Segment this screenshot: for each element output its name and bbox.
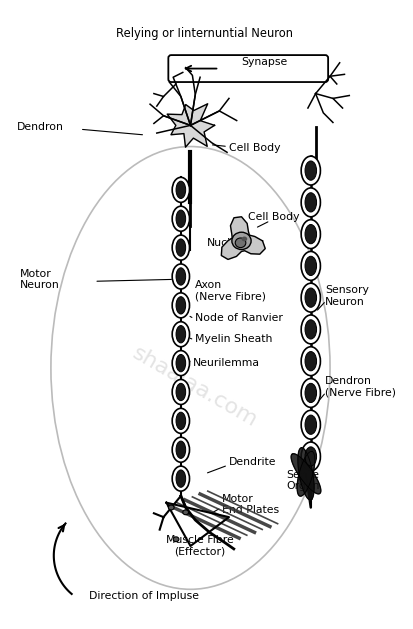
Ellipse shape xyxy=(176,412,186,430)
Text: Motor
End Plates: Motor End Plates xyxy=(222,494,279,515)
Text: Direction of Impluse: Direction of Impluse xyxy=(89,591,199,601)
Text: Muscle Fibre
(Effector): Muscle Fibre (Effector) xyxy=(166,535,234,557)
Ellipse shape xyxy=(305,161,317,181)
Ellipse shape xyxy=(301,442,320,471)
Ellipse shape xyxy=(301,347,320,376)
Ellipse shape xyxy=(172,293,190,318)
Ellipse shape xyxy=(242,237,247,242)
Ellipse shape xyxy=(176,441,186,459)
Ellipse shape xyxy=(172,321,190,347)
Ellipse shape xyxy=(176,210,186,228)
Ellipse shape xyxy=(172,235,190,260)
Ellipse shape xyxy=(305,415,317,435)
Text: Axon
(Nerve Fibre): Axon (Nerve Fibre) xyxy=(195,280,266,302)
Ellipse shape xyxy=(176,470,186,487)
Ellipse shape xyxy=(172,264,190,289)
Ellipse shape xyxy=(176,297,186,314)
Text: Dendron: Dendron xyxy=(17,122,64,132)
Ellipse shape xyxy=(173,537,179,542)
Text: Synapse: Synapse xyxy=(242,57,288,67)
Ellipse shape xyxy=(305,352,317,371)
Ellipse shape xyxy=(176,355,186,372)
Ellipse shape xyxy=(176,326,186,343)
Ellipse shape xyxy=(305,192,317,212)
Text: Cell Body: Cell Body xyxy=(248,212,300,222)
Text: Sensory
Neuron: Sensory Neuron xyxy=(325,285,369,306)
Ellipse shape xyxy=(176,181,186,199)
Ellipse shape xyxy=(301,156,320,185)
Ellipse shape xyxy=(169,505,174,510)
Text: Motor
Neuron: Motor Neuron xyxy=(20,269,60,290)
Ellipse shape xyxy=(232,232,251,250)
Ellipse shape xyxy=(301,315,320,344)
Ellipse shape xyxy=(305,383,317,403)
Ellipse shape xyxy=(301,252,320,281)
Polygon shape xyxy=(221,217,265,259)
Ellipse shape xyxy=(305,320,317,339)
Ellipse shape xyxy=(172,408,190,433)
Ellipse shape xyxy=(235,238,246,248)
Ellipse shape xyxy=(172,177,190,203)
Text: Nucleus: Nucleus xyxy=(207,238,250,248)
Ellipse shape xyxy=(305,225,317,244)
Ellipse shape xyxy=(176,383,186,401)
Text: Dendrite: Dendrite xyxy=(229,457,276,467)
Ellipse shape xyxy=(172,206,190,231)
Text: Relying or Iinternuntial Neuron: Relying or Iinternuntial Neuron xyxy=(116,27,293,40)
Ellipse shape xyxy=(172,437,190,462)
Ellipse shape xyxy=(301,283,320,312)
Ellipse shape xyxy=(176,268,186,285)
Ellipse shape xyxy=(183,510,189,515)
Ellipse shape xyxy=(305,256,317,276)
Polygon shape xyxy=(297,452,315,496)
Polygon shape xyxy=(298,448,314,500)
Ellipse shape xyxy=(305,288,317,308)
Ellipse shape xyxy=(305,447,317,466)
Ellipse shape xyxy=(301,410,320,439)
Ellipse shape xyxy=(301,188,320,217)
Text: Sense
Organ: Sense Organ xyxy=(287,470,320,491)
Text: shaalaa.com: shaalaa.com xyxy=(129,343,261,431)
Polygon shape xyxy=(291,454,321,494)
Text: Myelin Sheath: Myelin Sheath xyxy=(195,334,273,344)
Ellipse shape xyxy=(301,379,320,408)
Polygon shape xyxy=(167,104,214,147)
Text: Dendron
(Nerve Fibre): Dendron (Nerve Fibre) xyxy=(325,376,396,398)
Ellipse shape xyxy=(172,466,190,491)
Ellipse shape xyxy=(172,379,190,404)
Ellipse shape xyxy=(301,220,320,248)
Text: Cell Body: Cell Body xyxy=(229,143,280,153)
Text: Neurilemma: Neurilemma xyxy=(193,358,260,368)
Text: Node of Ranvier: Node of Ranvier xyxy=(195,313,283,323)
Ellipse shape xyxy=(172,350,190,376)
Ellipse shape xyxy=(176,239,186,256)
